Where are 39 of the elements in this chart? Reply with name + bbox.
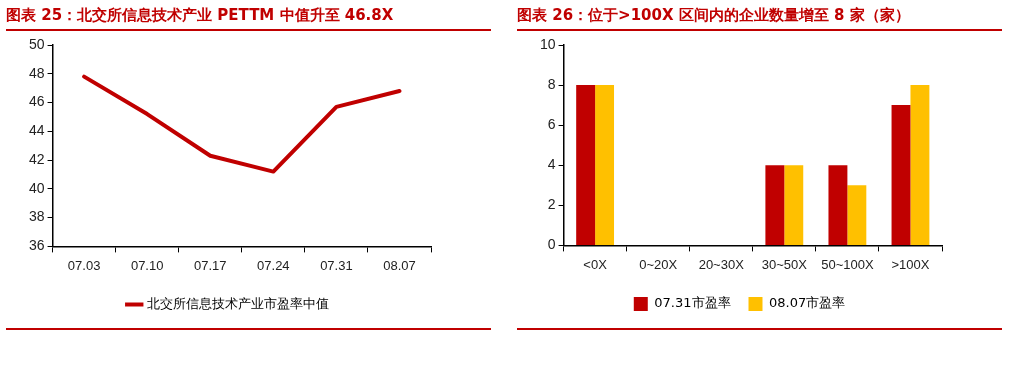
y-tick-label: 36 [28, 237, 45, 254]
bar [595, 85, 615, 245]
y-tick-label: 0 [547, 236, 556, 253]
y-tick-label: 50 [28, 35, 45, 52]
y-tick-label: 46 [28, 93, 45, 110]
bar [847, 185, 867, 245]
x-tick-label: <0X [583, 256, 608, 272]
x-tick-label: 07.10 [130, 257, 164, 273]
y-tick-label: 44 [28, 122, 45, 139]
y-tick-label: 48 [28, 64, 45, 81]
x-tick-label: 07.17 [193, 257, 227, 273]
legend-label: 07.31市盈率 [654, 295, 731, 311]
chart-title: 图表 26：位于>100X 区间内的企业数量增至 8 家（家） [517, 4, 1002, 31]
bar [765, 165, 785, 245]
x-tick-label: 0~20X [639, 256, 678, 272]
bar [828, 165, 848, 245]
bar [891, 105, 911, 245]
y-tick-label: 38 [28, 208, 45, 225]
bar [910, 85, 930, 245]
y-tick-label: 6 [547, 116, 556, 133]
legend-label: 北交所信息技术产业市盈率中值 [147, 295, 330, 311]
legend-label: 08.07市盈率 [769, 295, 846, 311]
x-tick-label: 20~30X [698, 256, 745, 272]
y-tick-label: 2 [547, 196, 556, 213]
y-tick-label: 4 [547, 156, 556, 173]
y-tick-label: 10 [539, 35, 556, 52]
x-tick-label: 07.31 [320, 257, 353, 273]
x-tick-label: 50~100X [821, 256, 874, 272]
y-tick-label: 8 [547, 75, 556, 92]
y-tick-label: 42 [28, 150, 45, 167]
x-tick-label: 07.24 [257, 257, 290, 273]
y-tick-label: 40 [28, 179, 45, 196]
x-tick-label: 30~50X [761, 256, 808, 272]
x-tick-label: >100X [891, 256, 930, 272]
x-tick-label: 07.03 [67, 257, 101, 273]
x-tick-label: 08.07 [383, 257, 416, 273]
bar [784, 165, 804, 245]
chart-title: 图表 25：北交所信息技术产业 PETTM 中值升至 46.8X [6, 4, 491, 31]
bar [576, 85, 596, 245]
